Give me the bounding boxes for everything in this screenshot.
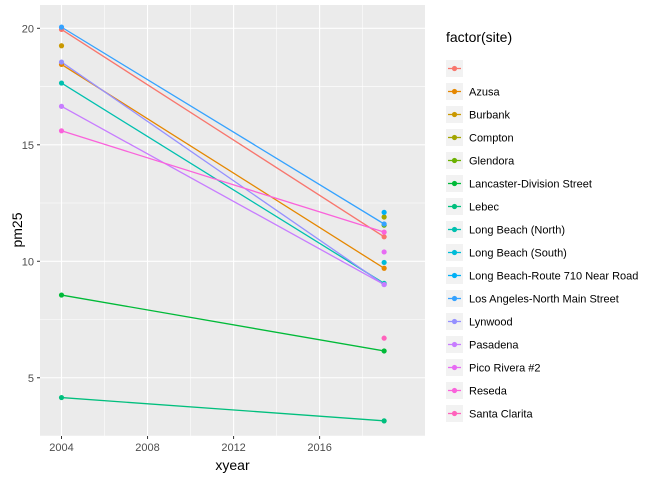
series-lines	[61, 26, 385, 422]
x-tick-label: 2012	[221, 442, 245, 454]
legend-key-point	[451, 410, 458, 417]
legend-key-point	[451, 295, 458, 302]
data-point	[381, 229, 387, 235]
data-point	[381, 259, 387, 266]
legend-key-point	[451, 65, 458, 72]
series-points	[58, 24, 387, 424]
y-tick-label: 15	[22, 140, 34, 152]
legend-key-point	[451, 272, 458, 279]
grid-major	[40, 5, 425, 436]
data-point	[58, 80, 65, 86]
x-tick-label: 2016	[307, 442, 331, 454]
data-point	[381, 209, 387, 215]
panel-background	[40, 5, 425, 436]
legend-label: Long Beach (South)	[469, 248, 567, 260]
y-tick-label: 5	[28, 373, 34, 385]
y-axis: 5 10 15 20	[22, 23, 40, 385]
grid-minor	[40, 5, 425, 437]
series-line	[61, 105, 385, 286]
legend-label: Santa Clarita	[469, 409, 533, 421]
legend-label: Compton	[469, 133, 514, 145]
data-point	[381, 418, 387, 424]
legend-label: Burbank	[469, 110, 510, 122]
legend-key-point	[451, 387, 458, 394]
legend-key-point	[451, 180, 458, 187]
legend-label: Lancaster-Division Street	[469, 179, 592, 191]
legend-label: Lynwood	[469, 317, 513, 329]
legend-key-point	[451, 111, 458, 118]
series-line	[61, 130, 385, 233]
y-tick-label: 20	[22, 23, 34, 35]
legend-label: Long Beach (North)	[469, 225, 565, 237]
data-point	[381, 249, 387, 255]
legend-key-point	[451, 203, 458, 210]
series-line	[61, 396, 385, 422]
legend-items: Azusa Burbank Compton Glendora Lancaster-Div…	[446, 60, 638, 422]
series-line	[61, 61, 385, 286]
series-line	[61, 26, 385, 225]
x-axis: 2004 2008 2012 2016	[49, 436, 332, 454]
legend-key-point	[451, 226, 458, 233]
y-tick-label: 10	[22, 256, 34, 268]
data-point	[381, 234, 387, 240]
series-line	[61, 82, 385, 284]
data-point	[58, 128, 65, 134]
legend-label: Los Angeles-North Main Street	[469, 294, 619, 306]
legend-label: Long Beach-Route 710 Near Road	[469, 271, 638, 283]
x-tick-label: 2004	[49, 442, 73, 454]
data-point	[381, 221, 387, 227]
y-axis-title: pm25	[9, 212, 25, 247]
data-point	[58, 103, 65, 109]
legend-key-point	[451, 249, 458, 256]
legend: factor(site) Azusa Burbank Compton Glendora…	[446, 29, 638, 422]
data-point	[381, 265, 387, 271]
data-point	[58, 43, 65, 49]
legend-label: Glendora	[469, 156, 515, 168]
series-line	[61, 28, 385, 238]
legend-label: Pico Rivera #2	[469, 363, 541, 375]
legend-key-point	[451, 318, 458, 325]
legend-key-point	[451, 134, 458, 141]
data-point	[58, 24, 65, 30]
legend-label: Pasadena	[469, 340, 519, 352]
data-point	[58, 394, 65, 401]
data-point	[381, 348, 387, 354]
legend-key-point	[451, 341, 458, 348]
legend-title: factor(site)	[446, 29, 512, 45]
legend-label: Lebec	[469, 202, 499, 214]
legend-label: Azusa	[469, 87, 500, 99]
data-point	[58, 59, 65, 65]
legend-key-point	[451, 157, 458, 164]
data-point	[58, 292, 65, 298]
data-point	[381, 281, 387, 288]
legend-label: Reseda	[469, 386, 508, 398]
data-point	[381, 335, 387, 341]
legend-key-point	[451, 364, 458, 371]
data-point	[381, 214, 387, 220]
legend-key-point	[451, 88, 458, 95]
series-line	[61, 294, 385, 352]
x-tick-label: 2008	[135, 442, 159, 454]
x-axis-title: xyear	[215, 457, 250, 473]
